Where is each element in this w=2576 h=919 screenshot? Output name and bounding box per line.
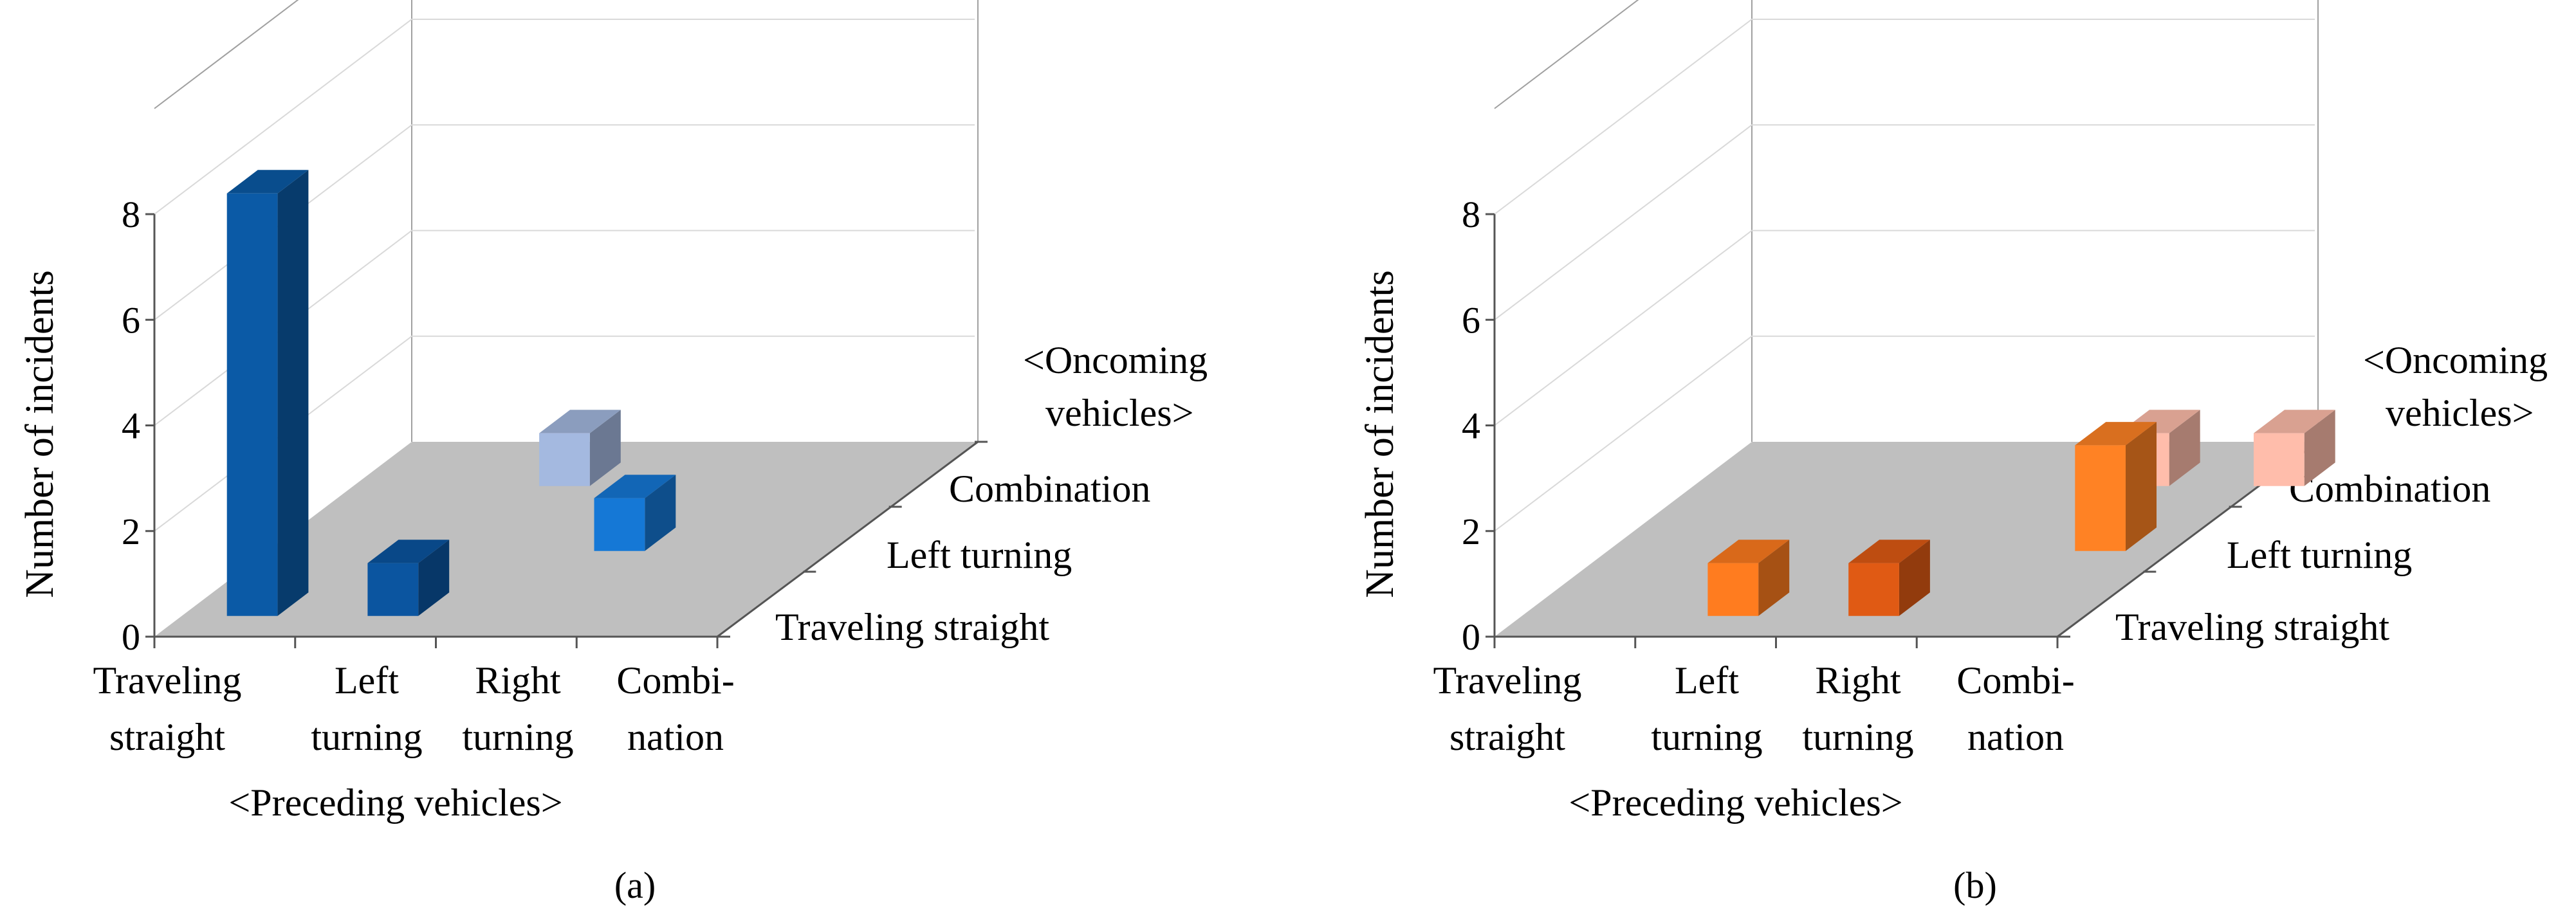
z-category-label: Left turning [887,534,1072,576]
bar-side-face [589,410,621,486]
z-axis-title: vehicles> [1045,392,1193,434]
bar-top-face [539,410,621,433]
z-category-label: Combination [949,468,1150,510]
x-category-label: Right [475,659,561,702]
panel-label: (a) [614,864,656,906]
z-axis-title: <Oncoming [2363,339,2548,381]
x-category-label: nation [627,716,724,758]
bar-side-face [2304,410,2335,486]
left-wall-top-edge [1494,0,1639,109]
gridline-8 [154,19,975,215]
gridline-2 [1494,335,2315,532]
x-category-label: turning [311,716,422,758]
y-tick-label: 2 [1462,511,1480,552]
chart-panel-a: 0 2 4 6 8 Number of incidents Traveling straigh… [18,0,1208,906]
x-category-label: straight [109,716,225,758]
gridline-6 [1494,124,2315,321]
bar-left-turning-combination [539,410,621,486]
x-axis-title: <Preceding vehicles> [1569,781,1902,824]
y-tick-label: 4 [1462,405,1480,447]
bar-traveling-straight-traveling-straight [226,170,309,616]
gridline-4 [1494,230,2315,426]
y-axis-title: Number of incidents [18,270,62,598]
x-category-label: Traveling [1433,659,1581,702]
bar-top-face [2075,422,2157,446]
chart-panel-b: 0 2 4 6 8 Number of incidents Traveling straigh… [1358,0,2548,906]
x-category-label: Combi- [1956,659,2074,702]
bar-front-face [367,563,419,616]
bar-top-face [1707,540,1790,563]
y-tick-label: 6 [1462,299,1480,341]
bar-left-turning-traveling-straight [1707,540,1790,616]
bar-right-turning-traveling-straight [1848,540,1930,616]
bar-top-face [226,170,309,194]
panel-label: (b) [1953,864,1997,906]
z-axis-title: vehicles> [2386,392,2534,434]
x-category-label: Right [1815,659,1901,702]
x-category-label: Left [1675,659,1739,702]
y-tick-label: 8 [122,194,140,235]
x-category-label: Left [335,659,399,702]
x-category-label: Combi- [616,659,734,702]
bar-left-turning-traveling-straight [367,540,450,616]
z-axis [717,441,979,638]
y-tick-label: 2 [122,511,140,552]
floor-plane [154,442,978,637]
bar-top-face [1848,540,1930,563]
y-tick-label: 0 [122,616,140,658]
gridline-8 [1494,19,2315,215]
bar-front-face [539,433,590,486]
bar-front-face [2254,433,2305,486]
bar-side-face [1899,540,1930,616]
y-axis-title: Number of incidents [1358,270,1402,598]
bar-front-face [226,193,278,616]
x-category-label: straight [1449,716,1565,758]
bar-front-face [1707,563,1759,616]
z-category-label: Combination [2289,468,2490,510]
bar-side-face [2126,422,2157,551]
bar-side-face [2169,410,2200,486]
y-tick-label: 8 [1462,194,1480,235]
bar-top-face [2254,410,2335,433]
bar-combination-combination [2254,410,2335,486]
bar-side-face [277,170,309,616]
z-axis-title: <Oncoming [1023,339,1208,381]
bar-top-face [367,540,450,563]
z-category-label: Left turning [2227,534,2412,576]
bar-front-face [2075,445,2126,551]
bar-top-face [594,475,676,498]
y-tick-label: 6 [122,299,140,341]
left-wall-top-edge [154,0,299,109]
bar-side-face [645,475,676,551]
x-category-label: nation [1967,716,2064,758]
z-category-label: Traveling straight [2115,606,2389,648]
bar-combination-left-turning [2075,422,2157,551]
bar-front-face [594,498,645,551]
bar-front-face [1848,563,1899,616]
x-category-label: turning [462,716,573,758]
x-category-label: turning [1651,716,1762,758]
z-category-label: Traveling straight [775,606,1049,648]
x-category-label: turning [1802,716,1913,758]
x-axis-title: <Preceding vehicles> [228,781,562,824]
y-tick-label: 4 [122,405,140,447]
bar-side-face [1758,540,1790,616]
bar-side-face [418,540,450,616]
y-tick-label: 0 [1462,616,1480,658]
x-category-label: Traveling [93,659,241,702]
bar-right-turning-left-turning [594,475,676,551]
